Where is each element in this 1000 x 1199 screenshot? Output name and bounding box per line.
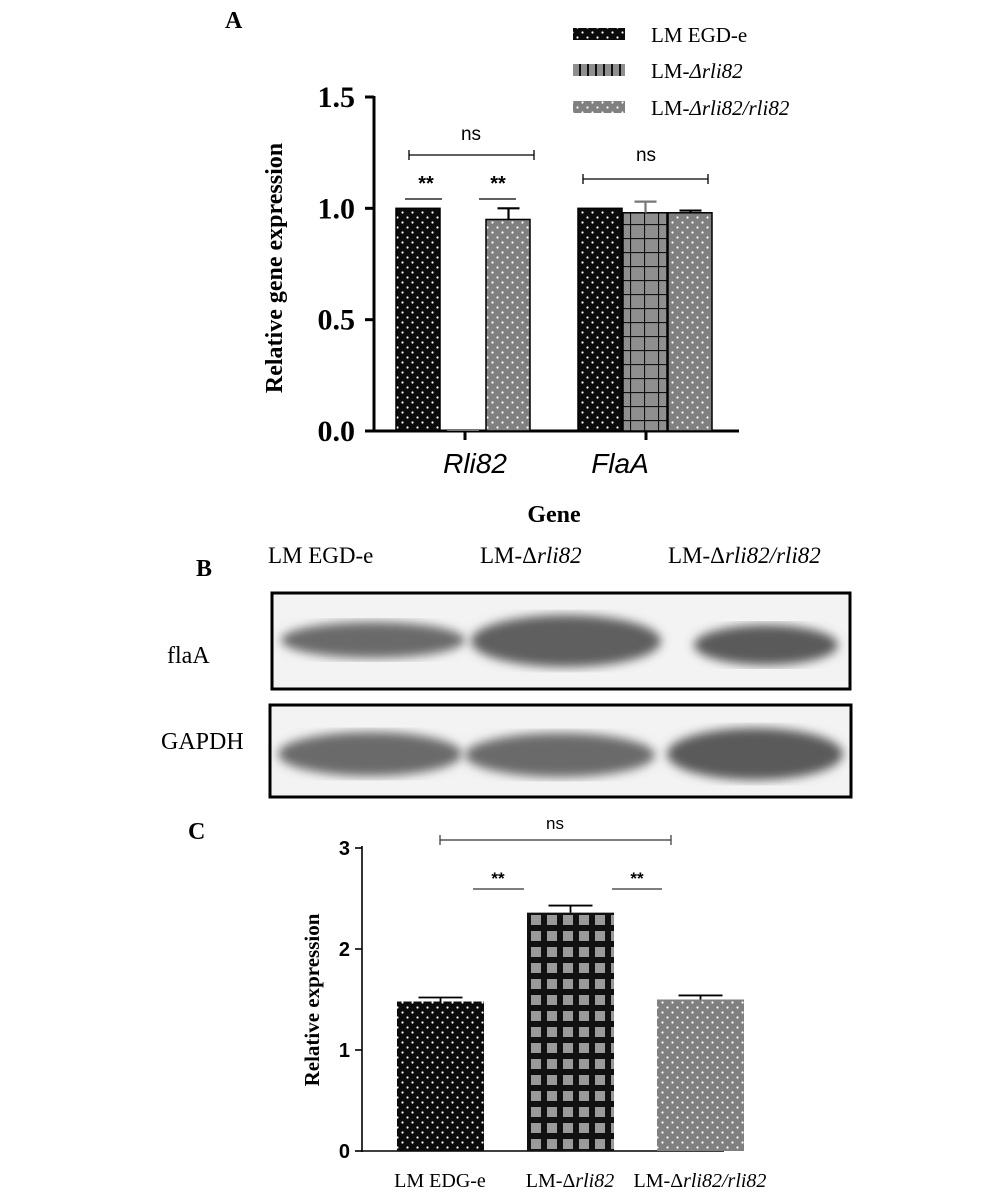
bar-c-1	[397, 1001, 484, 1151]
x-category-c-2: LM-Δrli82	[526, 1170, 614, 1192]
legend-label-1: LM EGD-e	[651, 23, 747, 47]
bars-a	[395, 200, 713, 432]
error-bar-a	[679, 209, 702, 213]
legend-swatch-3	[573, 101, 625, 113]
legend-swatch-2	[573, 64, 625, 76]
sig-label-2: **	[490, 173, 506, 195]
y-tick-label-c: 2	[339, 939, 350, 961]
ns-label-rli82: ns	[461, 124, 481, 145]
sig-label-1: **	[418, 173, 434, 195]
lane-label-3: LM-Δrli82/rli82	[668, 543, 821, 568]
y-axis-title-a: Relative gene expression	[262, 143, 288, 393]
error-bar-c	[418, 996, 463, 1002]
legend-a: LM EGD-e LM-Δrli82 LM-Δrli82/rli82	[573, 23, 790, 120]
bar-c-3	[657, 999, 744, 1151]
x-category-rli82: Rli82	[443, 448, 507, 479]
legend-label-2: LM-Δrli82	[651, 59, 743, 83]
band-flaa-3	[694, 625, 838, 665]
error-bar-a	[497, 207, 520, 220]
lane-label-2: LM-Δrli82	[480, 543, 582, 568]
ns-bracket-c	[439, 835, 672, 845]
blot-row-label-gapdh: GAPDH	[161, 729, 244, 755]
x-category-c-3: LM-Δrli82/rli82	[634, 1170, 767, 1192]
y-tick-label-a: 0.5	[318, 304, 356, 337]
legend-label-3: LM-Δrli82/rli82	[651, 96, 790, 120]
bar-a-rli82-1	[395, 207, 441, 432]
bars-c	[397, 904, 744, 1151]
panel-label-c: C	[188, 819, 205, 845]
panel-label-b: B	[196, 556, 212, 582]
axes-a: 0.0 0.5 1.0 1.5 Rli82 FlaA Gene Relative ge…	[262, 81, 739, 528]
y-tick-label-a: 1.0	[318, 192, 356, 225]
y-ticks-a: 0.0 0.5 1.0 1.5	[318, 81, 374, 448]
band-gapdh-2	[465, 733, 655, 777]
x-category-flaa: FlaA	[591, 448, 649, 479]
ns-label-flaa: ns	[636, 145, 656, 166]
ns-label-c: ns	[546, 814, 564, 833]
sig-label-c-2: **	[630, 869, 644, 888]
blot-gapdh	[268, 703, 853, 799]
bar-c-2	[527, 912, 614, 1151]
sig-label-c-1: **	[491, 869, 505, 888]
band-flaa-2	[471, 615, 661, 667]
ns-bracket-flaa	[582, 174, 709, 184]
lane-label-1: LM EGD-e	[268, 543, 373, 568]
y-tick-label-a: 1.5	[318, 81, 356, 114]
x-category-c-1: LM EDG-e	[394, 1170, 486, 1192]
legend-swatch-1	[573, 28, 625, 40]
band-gapdh-1	[278, 732, 462, 776]
bar-a-flaa-3	[667, 212, 713, 432]
bar-a-flaa-2	[622, 212, 668, 432]
y-tick-label-c: 0	[339, 1141, 350, 1163]
bar-a-flaa-1	[577, 207, 623, 432]
bar-a-rli82-3	[485, 218, 531, 432]
y-ticks-c: 0 1 2 3	[339, 838, 362, 1163]
blot-flaa	[270, 591, 852, 691]
error-bar-a	[634, 200, 657, 213]
panel-label-a: A	[225, 8, 243, 34]
band-flaa-1	[281, 622, 465, 658]
x-axis-title-a: Gene	[527, 502, 581, 528]
band-gapdh-3	[667, 728, 843, 780]
y-tick-label-a: 0.0	[318, 415, 356, 448]
blot-row-label-flaa: flaA	[167, 643, 210, 669]
y-axis-title-c: Relative expression	[300, 913, 324, 1086]
y-tick-label-c: 1	[339, 1040, 350, 1062]
significance-a: ns ** ** ns	[405, 124, 709, 200]
y-tick-label-c: 3	[339, 838, 350, 860]
error-bar-c	[678, 994, 723, 1000]
error-bar-c	[548, 904, 593, 913]
ns-bracket-rli82	[408, 150, 535, 160]
significance-c: ns ** **	[439, 814, 672, 890]
